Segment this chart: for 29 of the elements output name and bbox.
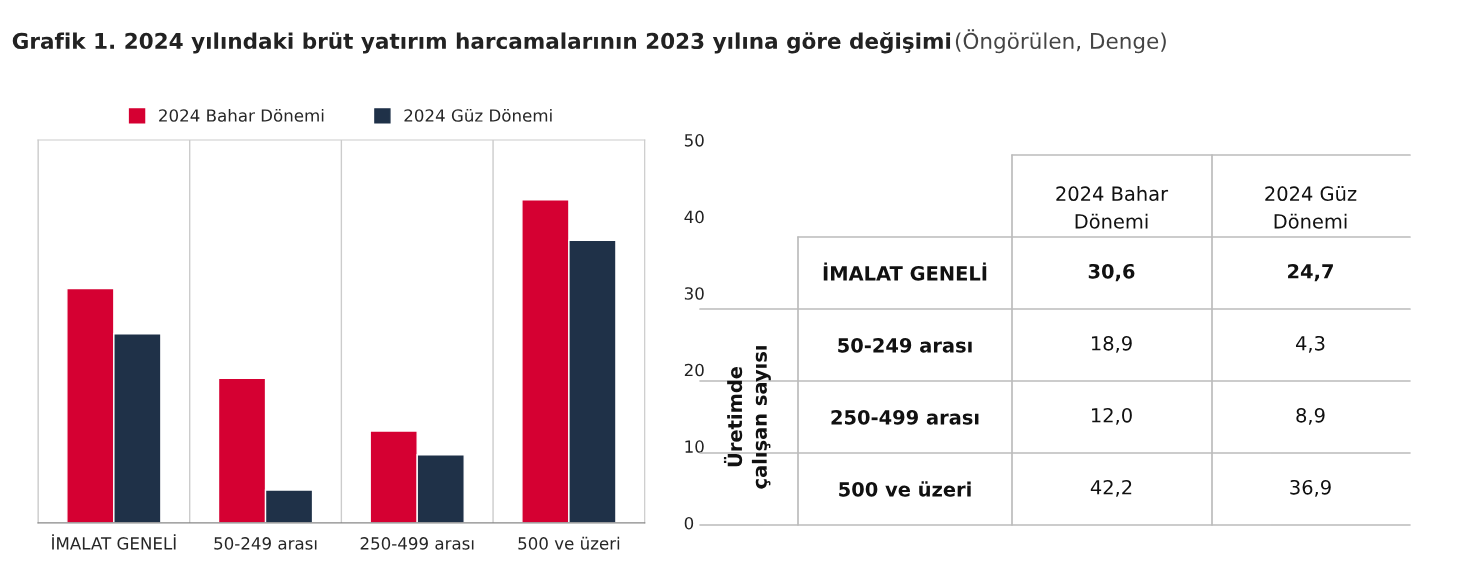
- text: 36,9: [1290, 479, 1331, 497]
- x-tick-label: 250-499 arası: [360, 537, 474, 550]
- category-label: 250-499 arası: [831, 409, 979, 425]
- text: 42,2: [1090, 479, 1132, 497]
- text: (Öngörülen, Denge): [955, 29, 1166, 54]
- category-label: 50-249 arası: [838, 337, 972, 353]
- chart-title: Grafik 1. 2024 yılındaki brüt yatırım harcamalarının 2023 yılına göre değişimi: [12, 31, 951, 54]
- text: 24,7: [1288, 263, 1333, 282]
- text: 30,6: [1088, 263, 1135, 282]
- y-tick-label: 0: [684, 516, 694, 530]
- text: 12,0: [1091, 407, 1132, 425]
- text: Üretimde çalışan sayısı: [723, 346, 771, 489]
- text: 4,3: [1295, 335, 1325, 353]
- legend-label: 2024 Bahar Dönemi: [159, 108, 324, 122]
- x-tick-label: 500 ve üzeri: [518, 536, 620, 550]
- text: 18,9: [1091, 335, 1132, 353]
- y-tick-label: 20: [684, 363, 704, 377]
- y-tick-label: 50: [684, 134, 704, 147]
- y-tick-label: 40: [684, 210, 704, 224]
- x-tick-label: 50-249 arası: [214, 537, 317, 550]
- category-label: 2024 Bahar Dönemi: [1056, 185, 1169, 229]
- category-label: İMALAT GENELİ: [823, 262, 987, 281]
- y-tick-label: 10: [685, 440, 704, 453]
- category-label: 500 ve üzeri: [839, 481, 971, 497]
- legend-label: 2024 Güz Dönemi: [404, 108, 552, 122]
- x-tick-label: İMALAT GENELİ: [52, 534, 176, 550]
- y-tick-label: 30: [684, 287, 704, 300]
- category-label: 2024 Güz Dönemi: [1265, 186, 1357, 229]
- text: 8,9: [1296, 407, 1325, 425]
